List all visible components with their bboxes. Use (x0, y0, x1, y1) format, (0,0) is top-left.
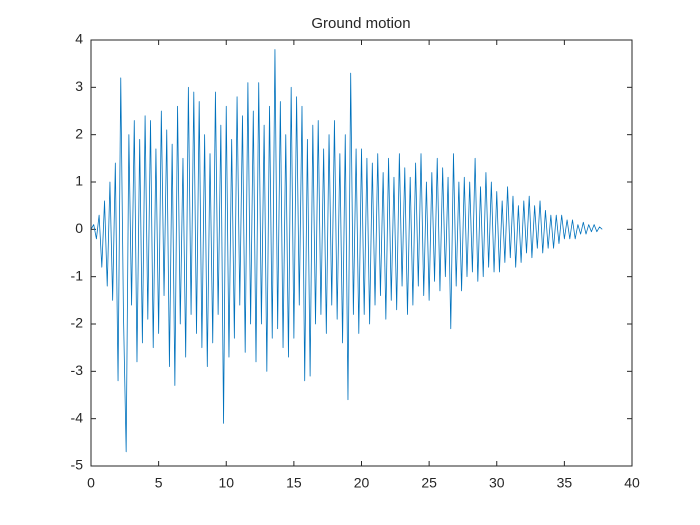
y-tick-label: 2 (75, 125, 83, 141)
x-tick-label: 15 (286, 475, 302, 491)
x-tick-label: 40 (624, 475, 640, 491)
x-tick-label: 5 (155, 475, 163, 491)
series-line (90, 49, 603, 453)
y-tick-label: -3 (71, 362, 84, 378)
x-tick-label: 20 (354, 475, 370, 491)
x-tick-label: 25 (421, 475, 437, 491)
y-tick-label: 3 (75, 78, 83, 94)
y-tick-label: 1 (75, 173, 83, 189)
y-tick-label: -2 (71, 315, 84, 331)
y-tick-label: -1 (71, 267, 84, 283)
y-tick-label: 4 (75, 31, 83, 47)
axes-box (90, 39, 633, 467)
x-tick-label: 35 (557, 475, 573, 491)
x-tick-label: 0 (87, 475, 95, 491)
y-tick-label: -5 (71, 457, 84, 473)
y-tick-label: 0 (75, 220, 83, 236)
y-tick-label: -4 (71, 409, 84, 425)
x-tick-label: 10 (218, 475, 234, 491)
x-tick-label: 30 (489, 475, 505, 491)
chart-title: Ground motion (311, 15, 410, 32)
